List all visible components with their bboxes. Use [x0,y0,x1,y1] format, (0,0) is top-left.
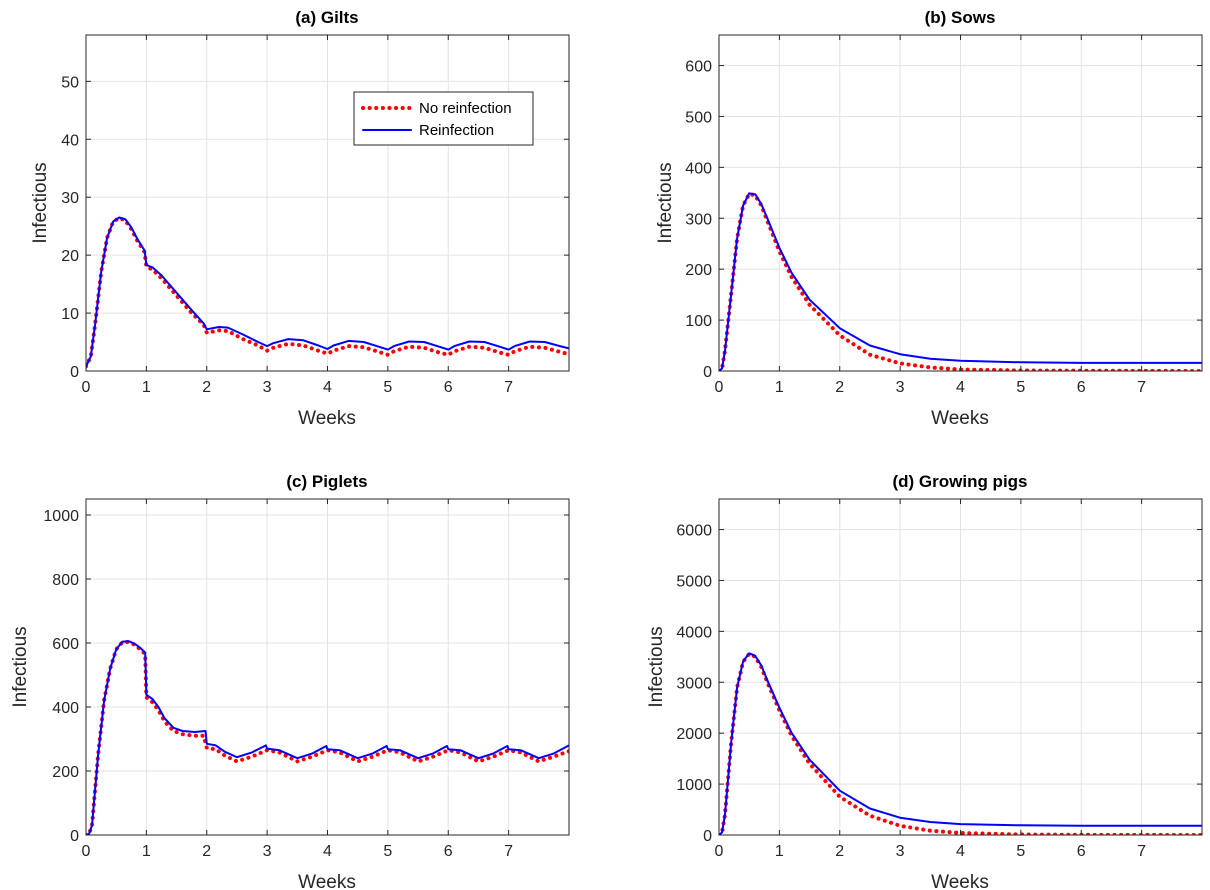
x-tick-label: 6 [1077,379,1086,396]
x-tick-label: 2 [202,843,211,860]
x-tick-label: 2 [835,379,844,396]
y-tick-label: 800 [52,572,79,589]
y-tick-label: 600 [685,59,712,76]
series-line-no-reinfection [86,216,569,369]
x-tick-label: 2 [835,843,844,860]
series-line-reinfection [719,652,1202,835]
x-tick-label: 1 [142,843,151,860]
y-tick-label: 0 [703,828,712,845]
y-tick-label: 400 [685,160,712,177]
x-tick-label: 4 [956,379,965,396]
x-tick-label: 1 [142,379,151,396]
x-tick-label: 0 [82,843,91,860]
x-tick-label: 4 [956,843,965,860]
x-axis-label: Weeks [298,408,356,429]
legend-label-no-reinfection: No reinfection [419,100,512,117]
y-tick-label: 600 [52,636,79,653]
x-tick-label: 5 [1016,843,1025,860]
series-line-reinfection [719,192,1202,371]
x-tick-label: 3 [896,379,905,396]
legend: No reinfection Reinfection [353,91,534,146]
x-axis-label: Weeks [931,408,989,429]
y-tick-label: 4000 [676,624,712,641]
y-tick-label: 40 [61,132,79,149]
x-tick-label: 7 [1137,379,1146,396]
x-tick-label: 7 [504,843,513,860]
x-tick-label: 6 [444,379,453,396]
series-group [719,191,1202,371]
panel-gilts: (a) Gilts Weeks Infectious 0 1 2 3 4 5 6 7 0 10 20… [30,8,570,429]
series-group [86,640,569,835]
y-tick-label: 10 [61,306,79,323]
y-tick-label: 3000 [676,675,712,692]
x-tick-label: 3 [263,843,272,860]
y-tick-label: 0 [70,364,79,381]
x-tick-label: 4 [323,379,332,396]
panel-growing-pigs: (d) Growing pigs Weeks Infectious 0 1 2 3 4 5… [646,472,1203,890]
x-tick-label: 5 [383,843,392,860]
x-tick-label: 7 [504,379,513,396]
x-tick-label: 5 [383,379,392,396]
y-tick-label: 500 [685,109,712,126]
grid [718,35,1202,372]
y-axis-label: Infectious [10,626,31,707]
x-tick-label: 6 [1077,843,1086,860]
x-tick-label: 2 [202,379,211,396]
panel-piglets: (c) Piglets Weeks Infectious 0 1 2 3 4 5 6 7 0 20… [10,472,570,890]
y-tick-label: 5000 [676,573,712,590]
x-tick-label: 6 [444,843,453,860]
y-tick-label: 20 [61,248,79,265]
x-axis-label: Weeks [298,872,356,890]
y-tick-label: 200 [52,764,79,781]
y-axis-label: Infectious [655,162,676,243]
y-tick-label: 200 [685,262,712,279]
x-tick-label: 3 [263,379,272,396]
chart-title: (c) Piglets [286,472,367,491]
y-axis-label: Infectious [30,162,51,243]
chart-title: (d) Growing pigs [892,472,1027,491]
x-axis-label: Weeks [931,872,989,890]
y-tick-label: 1000 [676,777,712,794]
x-tick-label: 3 [896,843,905,860]
x-tick-label: 0 [715,843,724,860]
y-tick-label: 100 [685,313,712,330]
y-tick-label: 30 [61,190,79,207]
y-axis-label: Infectious [646,626,667,707]
y-tick-label: 0 [70,828,79,845]
x-tick-label: 0 [715,379,724,396]
x-tick-label: 4 [323,843,332,860]
x-tick-label: 5 [1016,379,1025,396]
y-tick-label: 1000 [43,508,79,525]
series-group [86,216,569,369]
chart-title: (a) Gilts [295,8,358,27]
x-tick-label: 1 [775,379,784,396]
x-tick-label: 7 [1137,843,1146,860]
y-tick-label: 2000 [676,726,712,743]
y-tick-label: 0 [703,364,712,381]
x-tick-label: 1 [775,843,784,860]
series-line-reinfection [86,640,569,835]
legend-label-reinfection: Reinfection [419,122,494,139]
legend-box [353,91,534,146]
y-tick-label: 6000 [676,523,712,540]
y-tick-label: 300 [685,211,712,228]
series-line-reinfection [86,216,569,368]
y-tick-label: 400 [52,700,79,717]
x-tick-label: 0 [82,379,91,396]
panel-sows: (b) Sows Weeks Infectious 0 1 2 3 4 5 6 7 0 100 20… [655,8,1203,429]
chart-title: (b) Sows [925,8,996,27]
series-group [719,651,1202,835]
y-tick-label: 50 [61,74,79,91]
